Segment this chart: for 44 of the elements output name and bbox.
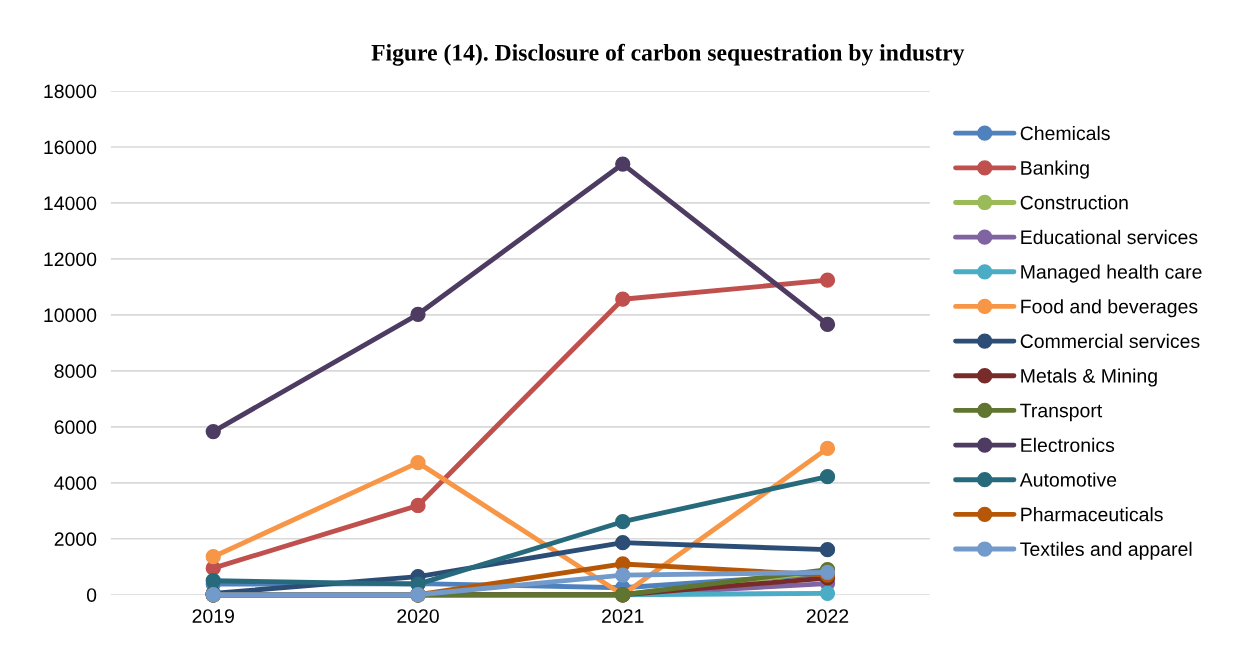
point — [615, 567, 631, 583]
y-tick-label: 6000 — [54, 420, 97, 435]
legend-label: Metals & Mining — [1021, 368, 1157, 387]
point — [819, 585, 836, 601]
y-tick-label: 16000 — [44, 140, 97, 155]
point — [819, 272, 836, 288]
point — [615, 156, 631, 172]
point — [615, 514, 631, 530]
y-tick-label: 14000 — [44, 196, 97, 211]
x-tick-label: 2020 — [397, 609, 439, 623]
point — [205, 549, 221, 565]
y-tick-label: 8000 — [54, 364, 97, 379]
legend-label: Banking — [1021, 160, 1089, 179]
point — [205, 423, 221, 440]
legend-label: Automotive — [1019, 472, 1117, 487]
x-tick-label: 2022 — [806, 609, 849, 623]
point — [410, 306, 426, 322]
legend-label: Educational services — [1021, 229, 1198, 245]
y-tick-label: 12000 — [44, 252, 97, 267]
legend-label: Managed health care — [1021, 264, 1202, 283]
point — [615, 291, 631, 307]
point — [819, 469, 836, 485]
legend-label: Commercial services — [1020, 333, 1200, 349]
point — [819, 440, 836, 457]
legend-label: Pharmaceuticals — [1021, 507, 1163, 522]
legend-label: Food and beverages — [1021, 299, 1198, 318]
y-tick-label: 10000 — [44, 308, 97, 323]
point — [410, 497, 426, 514]
legend-label: Chemicals — [1020, 125, 1110, 141]
y-tick-label: 18000 — [44, 84, 97, 99]
y-tick-label: 4000 — [54, 476, 97, 491]
legend-label: Construction — [1020, 195, 1128, 210]
legend-label: Transport — [1020, 403, 1103, 422]
point — [615, 535, 631, 551]
x-tick-label: 2019 — [192, 609, 234, 623]
legend-label: Electronics — [1021, 437, 1115, 453]
y-tick-label: 0 — [86, 588, 97, 602]
x-tick-label: 2021 — [602, 609, 644, 623]
point — [410, 455, 426, 471]
legend-label: Textiles and apparel — [1020, 541, 1192, 560]
point — [819, 542, 836, 558]
chart-title: Figure (14). Disclosure of carbon sequestration by industry — [371, 43, 965, 66]
point — [819, 316, 836, 333]
y-tick-label: 2000 — [54, 532, 97, 547]
